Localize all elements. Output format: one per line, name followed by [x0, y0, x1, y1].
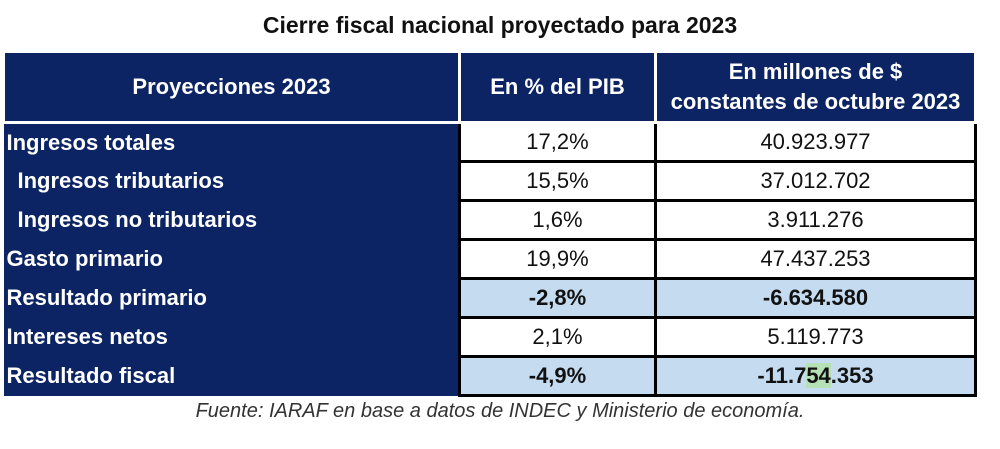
row-pct: 2,1%: [458, 316, 657, 358]
fiscal-table: Proyecciones 2023 En % del PIB En millon…: [2, 50, 977, 397]
row-millions: 47.437.253: [654, 238, 977, 280]
row-label: Resultado primario: [3, 278, 460, 318]
millions-part-a: -11.7: [757, 363, 807, 388]
row-millions: 40.923.977: [654, 121, 977, 163]
row-pct: -2,8%: [458, 277, 657, 319]
row-millions: -6.634.580: [654, 277, 977, 319]
table-row: Ingresos totales 17,2% 40.923.977: [3, 121, 977, 163]
table-row: Ingresos tributarios 15,5% 37.012.702: [3, 160, 977, 202]
table-row-highlighted: Resultado primario -2,8% -6.634.580: [3, 277, 977, 319]
header-row: Proyecciones 2023 En % del PIB En millon…: [2, 50, 977, 124]
row-millions: -11.754.353: [654, 355, 977, 397]
row-pct: 17,2%: [458, 121, 657, 163]
header-proyecciones: Proyecciones 2023: [2, 50, 461, 124]
row-pct: -4,9%: [458, 355, 657, 397]
table-row: Intereses netos 2,1% 5.119.773: [3, 316, 977, 358]
source-note: Fuente: IARAF en base a datos de INDEC y…: [195, 400, 805, 422]
row-label: Resultado fiscal: [3, 356, 460, 396]
header-millones-line1: En millones de $: [728, 59, 903, 84]
table-row-highlighted: Resultado fiscal -4,9% -11.754.353: [3, 355, 977, 397]
header-millones-line2: constantes de octubre 2023: [670, 89, 961, 114]
row-millions: 3.911.276: [654, 199, 977, 241]
millions-part-selected: 54: [806, 363, 831, 388]
row-label: Ingresos tributarios: [3, 161, 460, 201]
row-millions: 37.012.702: [654, 160, 977, 202]
header-pct-pib: En % del PIB: [458, 50, 657, 124]
table-row: Gasto primario 19,9% 47.437.253: [3, 238, 977, 280]
table-row: Ingresos no tributarios 1,6% 3.911.276: [3, 199, 977, 241]
table-title: Cierre fiscal nacional proyectado para 2…: [262, 12, 738, 38]
row-pct: 1,6%: [458, 199, 657, 241]
row-pct: 15,5%: [458, 160, 657, 202]
row-pct: 19,9%: [458, 238, 657, 280]
row-label: Ingresos no tributarios: [3, 200, 460, 240]
millions-part-c: .353: [830, 363, 874, 388]
row-label: Ingresos totales: [3, 122, 460, 162]
row-label: Intereses netos: [3, 317, 460, 357]
row-label: Gasto primario: [3, 239, 460, 279]
header-millones: En millones de $ constantes de octubre 2…: [654, 50, 977, 124]
row-millions: 5.119.773: [654, 316, 977, 358]
